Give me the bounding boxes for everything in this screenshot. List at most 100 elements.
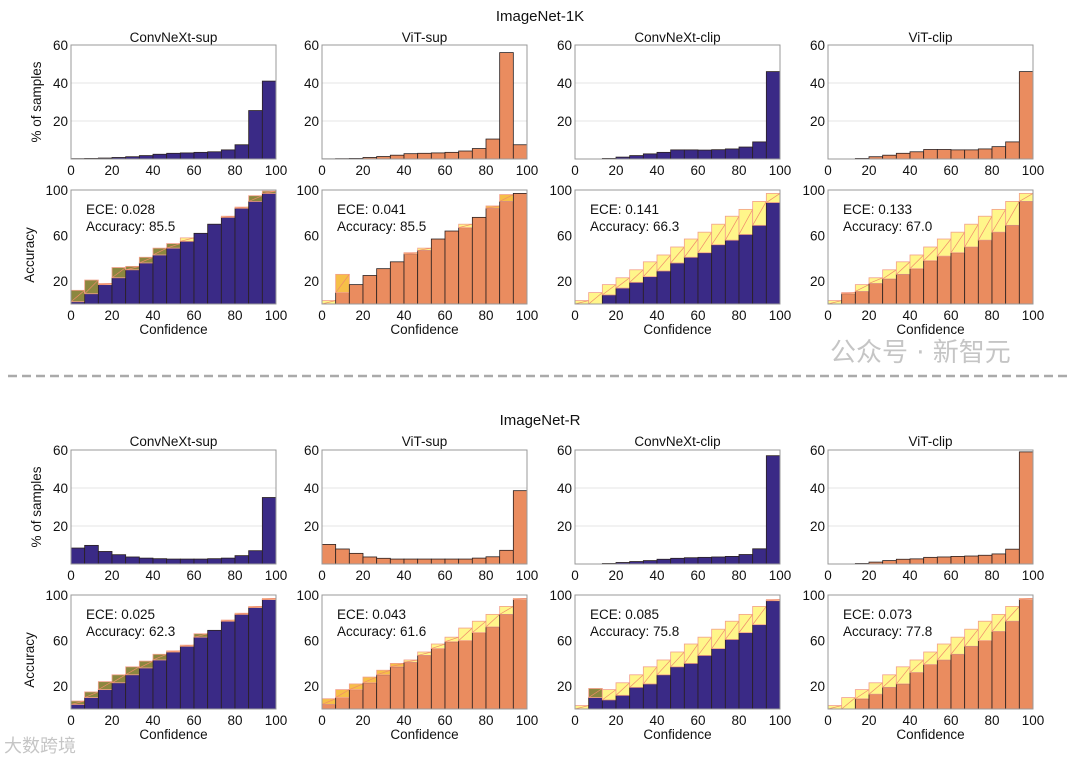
ece-annotation: ECE: 0.028 bbox=[86, 202, 155, 217]
hist-xtick-label: 0 bbox=[318, 163, 326, 178]
accuracy-bar bbox=[444, 230, 460, 305]
hist-xtick-label: 0 bbox=[67, 163, 75, 178]
accuracy-bar bbox=[923, 664, 938, 710]
hist-bar bbox=[670, 557, 685, 565]
accuracy-bar bbox=[335, 697, 350, 710]
accuracy-bar bbox=[84, 293, 99, 305]
hist-bar bbox=[248, 550, 263, 565]
hist-bar bbox=[936, 149, 952, 160]
accuracy-annotation: Accuracy: 62.3 bbox=[86, 624, 175, 639]
acc-xtick-label: 0 bbox=[67, 308, 75, 323]
hist-xtick-label: 60 bbox=[690, 163, 705, 178]
hist-xtick-label: 20 bbox=[104, 568, 119, 583]
gap-hatch bbox=[139, 256, 154, 264]
hist-ytick-label: 60 bbox=[53, 443, 68, 458]
accuracy-annotation: Accuracy: 77.8 bbox=[843, 624, 932, 639]
hist-bar bbox=[670, 149, 685, 160]
acc-xtick-label: 100 bbox=[265, 308, 288, 323]
accuracy-bar bbox=[97, 284, 113, 305]
hist-bar bbox=[444, 151, 460, 160]
accuracy-bar bbox=[220, 620, 236, 710]
gap-hatch bbox=[855, 689, 870, 700]
gap-hatch bbox=[868, 277, 883, 284]
hist-ytick-label: 40 bbox=[304, 481, 319, 496]
gap-hatch bbox=[725, 216, 740, 241]
hist-xtick-label: 20 bbox=[861, 568, 876, 583]
subplot-convnext-sup: ConvNeXt-sup 20 40 60 0 20 40 60 80 100 % of sampl… bbox=[22, 30, 287, 337]
subplot-vit-sup: ViT-sup 20 40 60 0 20 40 60 80 100 20 60 100 0 20 40 60 8… bbox=[296, 434, 538, 742]
acc-xtick-label: 100 bbox=[1022, 713, 1045, 728]
hist-xtick-label: 60 bbox=[437, 163, 452, 178]
accuracy-bar bbox=[765, 600, 781, 710]
ece-annotation: ECE: 0.141 bbox=[590, 202, 659, 217]
hist-bar bbox=[179, 152, 195, 160]
accuracy-bar bbox=[512, 193, 528, 305]
hist-ytick-label: 40 bbox=[53, 76, 68, 91]
hist-xtick-label: 20 bbox=[355, 163, 370, 178]
accuracy-bar bbox=[417, 655, 432, 710]
accuracy-bar bbox=[991, 631, 1007, 710]
acc-xtick-label: 80 bbox=[478, 308, 493, 323]
hist-xtick-label: 80 bbox=[478, 568, 493, 583]
hist-ylabel: % of samples bbox=[29, 466, 44, 547]
accuracy-bar bbox=[868, 283, 884, 305]
acc-xtick-label: 80 bbox=[478, 713, 493, 728]
gap-hatch bbox=[248, 606, 263, 608]
gap-hatch bbox=[1019, 193, 1034, 202]
acc-xtick-label: 80 bbox=[731, 308, 746, 323]
hist-bar bbox=[403, 153, 419, 160]
hist-bar bbox=[895, 152, 911, 160]
hist-bar bbox=[950, 149, 966, 160]
hist-xtick-label: 100 bbox=[265, 568, 288, 583]
gap-hatch bbox=[923, 246, 938, 261]
gap-hatch bbox=[499, 194, 514, 202]
hist-xtick-label: 100 bbox=[1022, 568, 1045, 583]
gap-hatch bbox=[766, 193, 781, 203]
accuracy-bar bbox=[348, 284, 364, 305]
hist-bar bbox=[656, 151, 672, 160]
accuracy-bar bbox=[950, 252, 966, 305]
ece-annotation: ECE: 0.073 bbox=[843, 607, 912, 622]
hist-bar bbox=[111, 554, 127, 565]
hist-bar bbox=[629, 155, 644, 160]
gap-hatch bbox=[335, 689, 350, 698]
acc-xtick-label: 0 bbox=[571, 713, 579, 728]
gap-hatch bbox=[684, 238, 699, 258]
hist-xtick-label: 80 bbox=[227, 568, 242, 583]
acc-ytick-label: 20 bbox=[304, 679, 319, 694]
subplot-title: ViT-clip bbox=[908, 434, 952, 449]
hist-bar bbox=[499, 52, 514, 160]
hist-bar bbox=[964, 555, 979, 565]
accuracy-bar bbox=[977, 640, 993, 710]
accuracy-annotation: Accuracy: 75.8 bbox=[590, 624, 679, 639]
accuracy-axes-frame bbox=[70, 594, 277, 710]
acc-ytick-label: 20 bbox=[557, 274, 572, 289]
accuracy-bar bbox=[485, 207, 501, 305]
hist-bar bbox=[458, 558, 473, 565]
gap-hatch bbox=[841, 697, 856, 710]
hist-bar bbox=[683, 149, 699, 160]
accuracy-bar bbox=[471, 632, 487, 710]
gap-hatch bbox=[950, 231, 965, 253]
accuracy-bar bbox=[882, 278, 897, 305]
accuracy-bar bbox=[601, 699, 617, 710]
accuracy-annotation: Accuracy: 61.6 bbox=[337, 624, 426, 639]
hist-bar bbox=[84, 544, 99, 565]
acc-ytick-label: 100 bbox=[802, 183, 825, 198]
gap-hatch bbox=[629, 269, 644, 283]
hist-bar bbox=[97, 551, 113, 565]
acc-xtick-label: 100 bbox=[516, 713, 539, 728]
xlabel-confidence: Confidence bbox=[643, 727, 711, 742]
gap-hatch bbox=[950, 636, 965, 655]
xlabel-confidence: Confidence bbox=[896, 322, 964, 337]
subplot-title: ConvNeXt-sup bbox=[130, 30, 218, 45]
gap-hatch bbox=[964, 628, 979, 647]
gap-hatch bbox=[656, 254, 671, 272]
hist-bar bbox=[724, 148, 740, 160]
hist-bar bbox=[389, 154, 405, 160]
hist-bar bbox=[882, 154, 897, 160]
hist-bar bbox=[1005, 141, 1020, 160]
hist-ytick-label: 20 bbox=[810, 519, 825, 534]
subplot-title: ConvNeXt-clip bbox=[634, 434, 720, 449]
acc-xtick-label: 20 bbox=[861, 308, 876, 323]
